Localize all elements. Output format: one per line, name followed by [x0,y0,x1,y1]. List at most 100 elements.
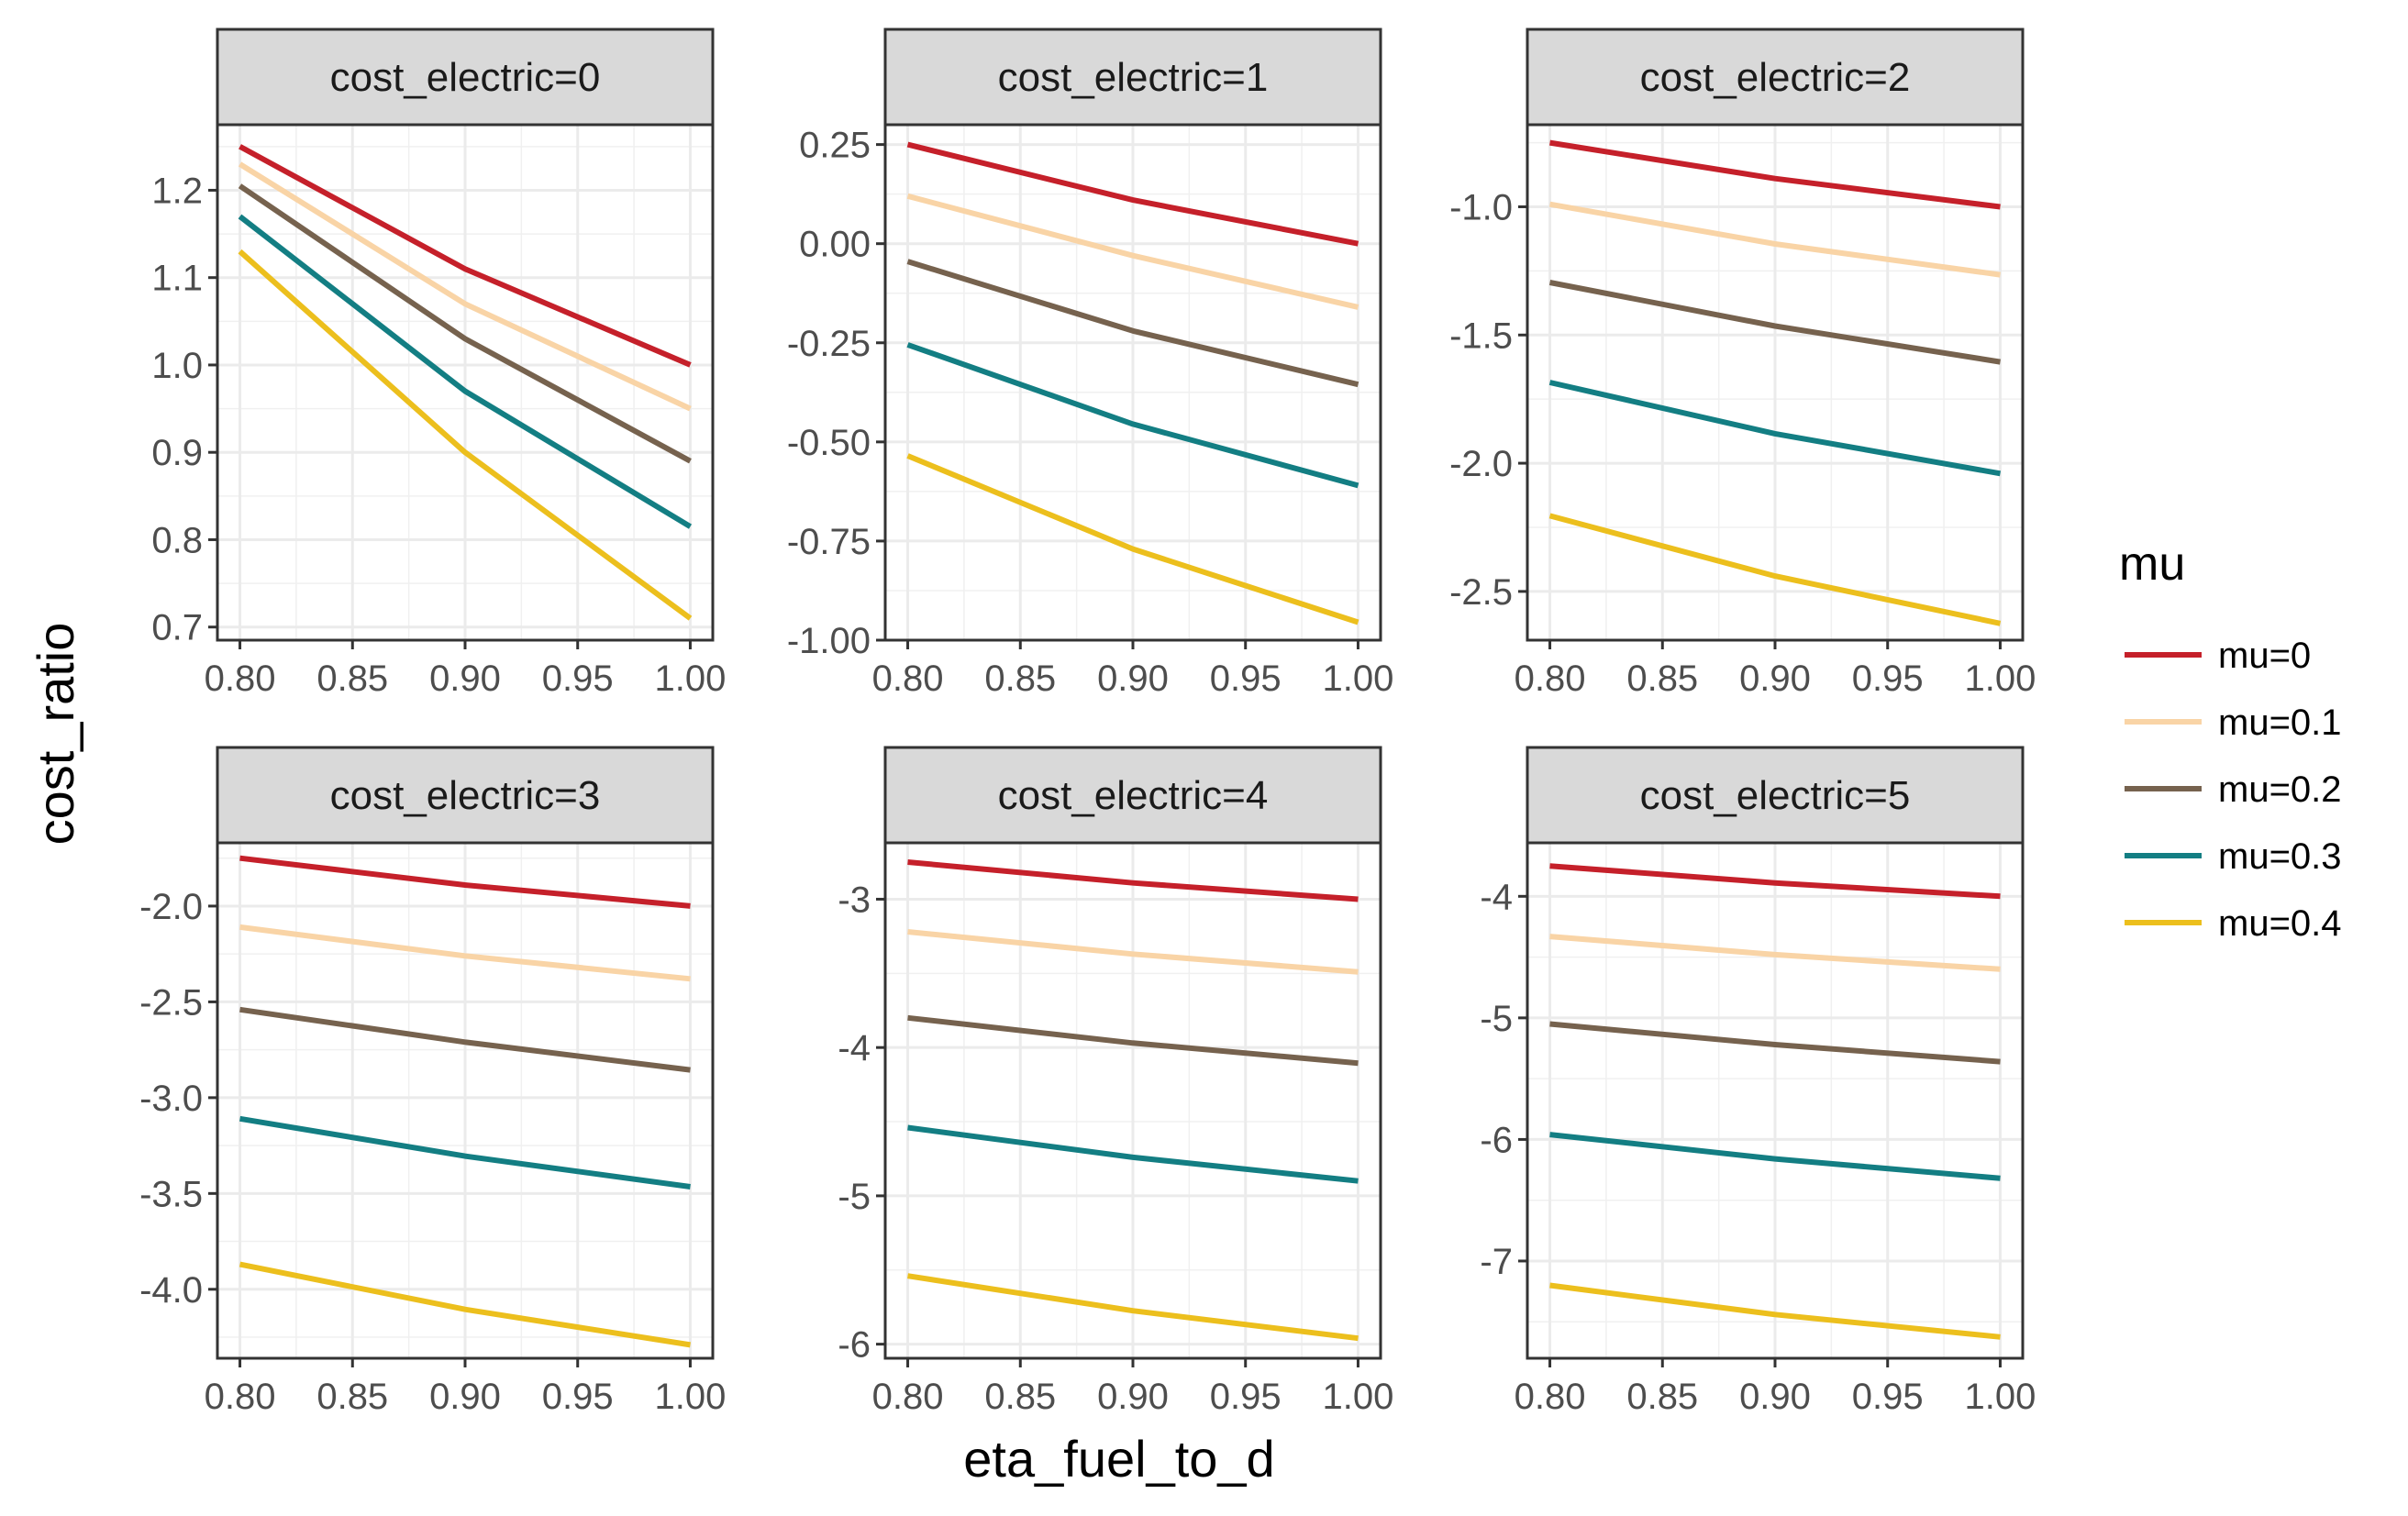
series-line [1549,863,2001,900]
x-tick-label: 1.00 [1323,658,1394,699]
facet-strip [216,28,715,127]
x-tick-label: 0.95 [1852,1377,1924,1417]
series-line [1549,934,2001,972]
series-line [906,259,1359,388]
series-line [1548,380,2002,477]
x-tick-label: 0.95 [1210,658,1282,699]
y-tick-label: 0.8 [151,520,203,560]
series-line [239,855,691,909]
facet-strip-label: cost_electric=2 [1640,55,1911,100]
y-tick-label: -1.5 [1449,315,1513,356]
x-tick-label: 0.85 [1626,658,1698,699]
y-tick-label: -2.5 [1449,572,1513,613]
x-tick-label: 0.95 [1210,1377,1282,1417]
y-tick-label: 0.7 [151,608,203,648]
gridlines [885,125,1381,642]
series-line [906,193,1359,310]
y-tick-label: -7 [1480,1242,1513,1282]
series-line [239,144,692,368]
gridlines [217,125,713,640]
series-line [239,1006,691,1073]
x-tick-label: 0.85 [984,1377,1056,1417]
y-tick-label: -6 [838,1325,871,1366]
facet-panel: cost_electric=0 0.80 0.85 0.90 0.95 1.00 0.7 0.… [151,28,727,699]
x-tick-label: 0.80 [872,658,944,699]
y-tick-label: -6 [1480,1120,1513,1160]
legend-title: mu [2119,537,2185,591]
y-tick-label: -0.25 [787,324,871,364]
legend-label: mu=0.1 [2218,703,2342,743]
x-tick-label: 0.95 [542,1377,614,1417]
gridlines [885,843,1381,1358]
legend-label: mu=0.2 [2218,769,2342,810]
series-line [238,249,693,621]
x-tick-label: 1.00 [1965,1377,2036,1417]
facet-panel: cost_electric=2 0.80 0.85 0.90 0.95 1.00 -2.5 -… [1449,28,2036,699]
x-tick-label: 1.00 [1323,1377,1394,1417]
facet-panel: cost_electric=3 0.80 0.85 0.90 0.95 1.00 -4.0 -… [139,746,726,1417]
y-tick-label: -4 [838,1028,871,1068]
y-tick-label: 0.00 [799,225,871,265]
panels-layer: cost_electric=00.80 0.85 0.90 0.95 1.000.70.… [139,28,2036,1417]
series-line [1548,513,2002,626]
y-tick-label: -5 [1480,999,1513,1039]
facet-strip [216,746,715,845]
facet-strip [1526,28,2025,127]
series-line [239,1115,691,1190]
x-tick-label: 1.00 [655,658,727,699]
x-tick-label: 0.90 [1097,1377,1169,1417]
series-line [1549,1282,2001,1340]
series-line [239,1261,691,1348]
series-line [1548,280,2001,365]
x-tick-label: 1.00 [1965,658,2036,699]
facet-strip-label: cost_electric=0 [330,55,601,100]
x-tick-label: 0.80 [872,1377,944,1417]
y-tick-label: -5 [838,1177,871,1217]
y-tick-label: 1.0 [151,346,203,386]
y-tick-label: -1.0 [1449,187,1513,227]
series-line [906,453,1359,625]
x-tick-label: 0.95 [542,658,614,699]
x-tick-label: 0.90 [429,1377,501,1417]
series-line [238,214,693,529]
y-tick-label: 1.1 [151,259,203,299]
y-axis-title: cost_ratio [27,623,84,846]
y-tick-label: -4 [1480,877,1513,917]
x-tick-label: 0.80 [205,658,276,699]
y-tick-label: -0.75 [787,522,871,562]
x-tick-label: 0.95 [1852,658,1924,699]
x-tick-label: 0.90 [429,658,501,699]
facet-strip-label: cost_electric=4 [998,773,1269,818]
x-tick-label: 0.85 [984,658,1056,699]
y-tick-label: 0.9 [151,433,203,473]
series-line [238,183,692,464]
series-line [907,1014,1359,1067]
facet-strip-label: cost_electric=3 [330,773,601,818]
series-line [238,161,692,412]
facet-panel: cost_electric=5 0.80 0.85 0.90 0.95 1.00 -7 -6 -… [1480,746,2036,1417]
y-tick-label: -2.5 [139,982,203,1023]
series-line [907,1273,1359,1342]
series-line [907,859,1359,902]
y-tick-label: -3 [838,880,871,920]
y-tick-label: -1.00 [787,621,871,661]
gridlines [1527,843,2023,1358]
series-line [907,1124,1359,1184]
x-tick-label: 0.80 [1515,1377,1586,1417]
facet-panel: cost_electric=4 0.80 0.85 0.90 0.95 1.00 -6 -5 -… [838,746,1394,1417]
x-axis-title: eta_fuel_to_d [963,1430,1274,1488]
x-tick-label: 0.80 [205,1377,276,1417]
legend: mu mu=0 mu=0.1 mu=0.2 mu=0.3 mu=0.4 [2119,537,2342,944]
y-tick-label: -3.0 [139,1079,203,1119]
series-line [907,929,1359,975]
y-tick-label: -4.0 [139,1270,203,1311]
facet-strip-label: cost_electric=5 [1640,773,1911,818]
series-line [906,141,1359,247]
gridlines [217,843,713,1358]
y-tick-label: -2.0 [139,887,203,927]
x-tick-label: 0.90 [1097,658,1169,699]
x-tick-label: 0.85 [316,1377,388,1417]
facet-strip [883,28,1382,127]
legend-label: mu=0.3 [2218,836,2342,877]
series-line [1548,201,2001,278]
